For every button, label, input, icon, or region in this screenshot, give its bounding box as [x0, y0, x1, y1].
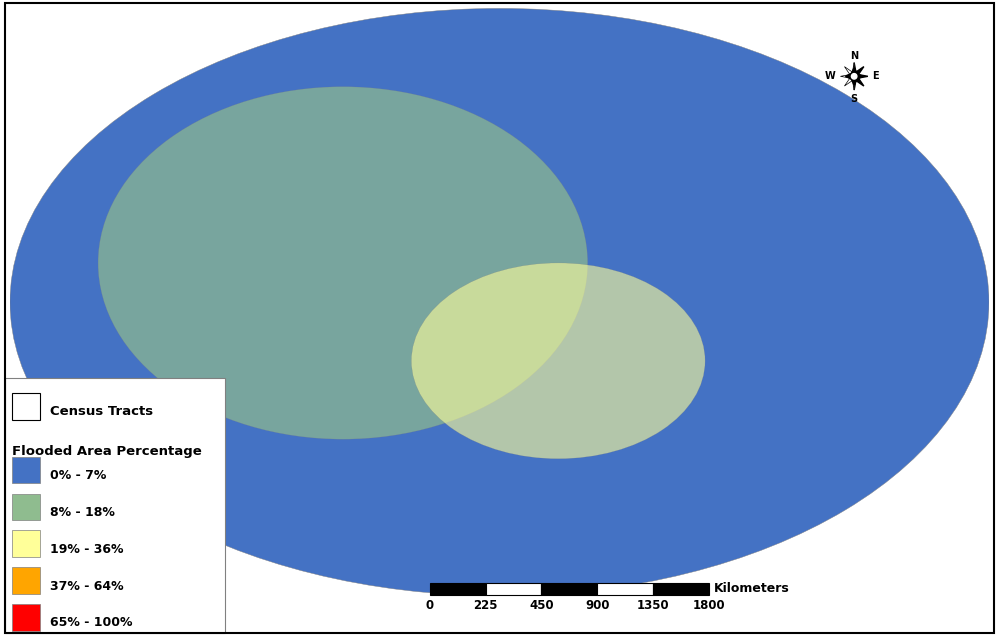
- Text: 1350: 1350: [637, 598, 669, 612]
- Text: N: N: [850, 51, 858, 60]
- Text: E: E: [872, 71, 879, 81]
- Text: S: S: [850, 94, 858, 104]
- Circle shape: [851, 74, 857, 79]
- Text: W: W: [825, 71, 836, 81]
- Text: 65% - 100%: 65% - 100%: [50, 616, 133, 630]
- Text: Kilometers: Kilometers: [714, 583, 790, 595]
- Text: 225: 225: [474, 598, 498, 612]
- Text: 19% - 36%: 19% - 36%: [50, 543, 124, 556]
- Ellipse shape: [412, 263, 705, 459]
- Text: 0% - 7%: 0% - 7%: [50, 469, 106, 482]
- Polygon shape: [854, 62, 868, 90]
- Text: 1800: 1800: [693, 598, 725, 612]
- Circle shape: [851, 73, 857, 80]
- Text: 37% - 64%: 37% - 64%: [50, 579, 124, 593]
- Text: 450: 450: [529, 598, 553, 612]
- Polygon shape: [840, 62, 854, 90]
- Text: 900: 900: [585, 598, 609, 612]
- Ellipse shape: [10, 8, 989, 596]
- Text: 8% - 18%: 8% - 18%: [50, 506, 115, 519]
- Ellipse shape: [98, 86, 587, 439]
- Text: 0: 0: [426, 598, 434, 612]
- Text: Flooded Area Percentage: Flooded Area Percentage: [12, 445, 202, 458]
- Text: Census Tracts: Census Tracts: [50, 405, 153, 418]
